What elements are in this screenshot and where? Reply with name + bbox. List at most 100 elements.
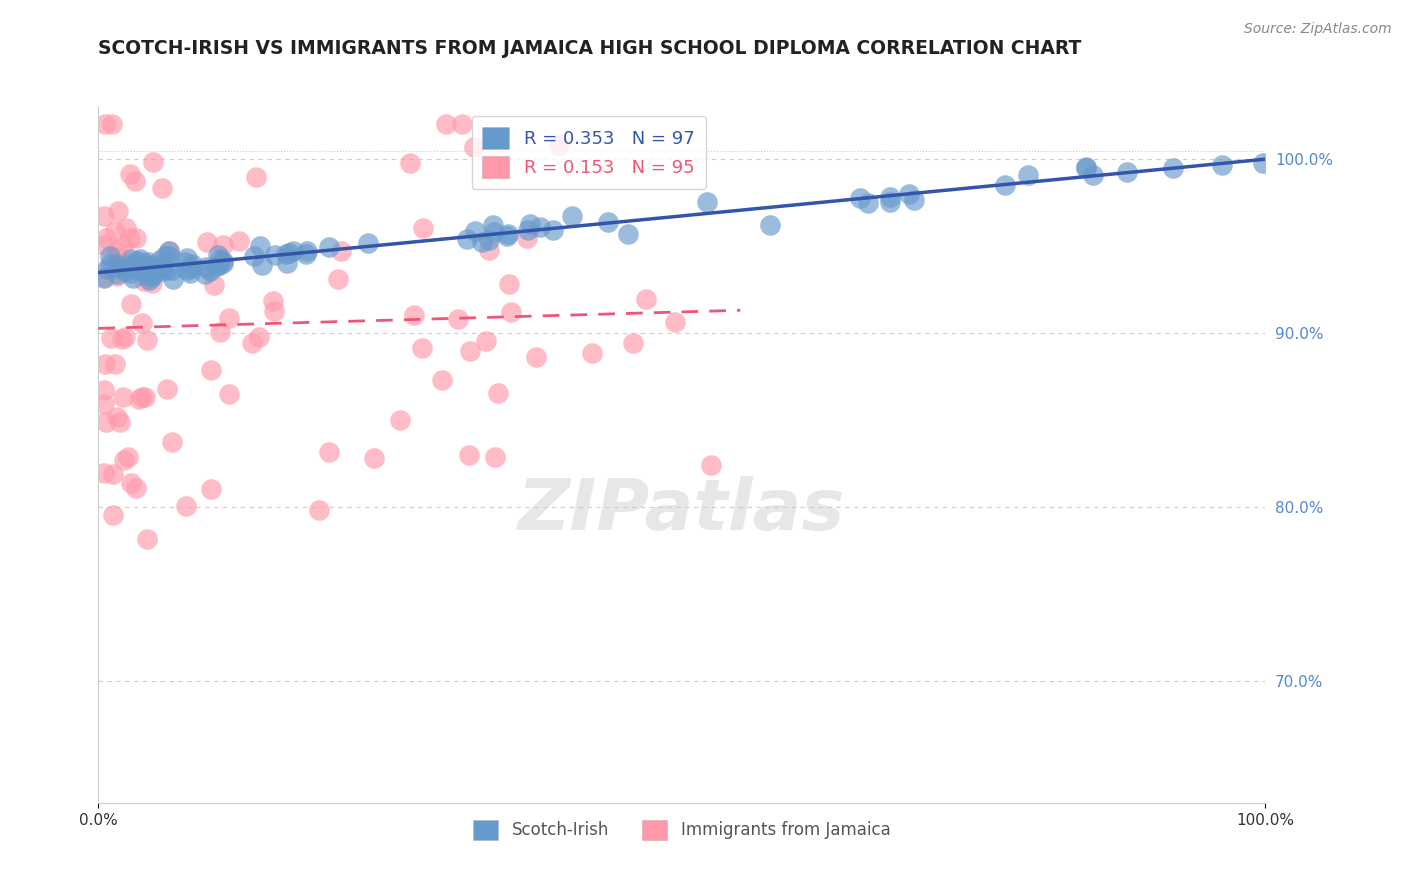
Point [879, 194, 901, 209]
Point [404, 308, 426, 322]
Point [434, 117, 457, 131]
Point [1074, 160, 1097, 174]
Point [135, 268, 157, 282]
Point [105, 250, 128, 264]
Point [498, 277, 520, 291]
Point [120, 297, 142, 311]
Point [93, 383, 115, 397]
Point [328, 271, 350, 285]
Point [195, 235, 218, 249]
Point [93, 269, 115, 284]
Point [463, 139, 485, 153]
Point [127, 254, 149, 268]
Point [105, 410, 128, 425]
Point [160, 434, 183, 449]
Point [198, 264, 221, 278]
Point [94, 357, 117, 371]
Point [486, 386, 509, 401]
Point [458, 448, 481, 462]
Point [200, 483, 222, 497]
Point [208, 325, 231, 339]
Point [156, 263, 179, 277]
Point [118, 167, 141, 181]
Point [202, 278, 225, 293]
Point [264, 248, 287, 262]
Point [276, 256, 298, 270]
Point [247, 329, 270, 343]
Point [478, 233, 501, 247]
Point [478, 244, 501, 258]
Point [297, 244, 319, 259]
Point [112, 391, 135, 405]
Point [131, 390, 153, 404]
Point [1115, 164, 1137, 178]
Point [114, 263, 136, 277]
Point [1251, 156, 1274, 170]
Point [96, 262, 118, 277]
Point [96, 230, 118, 244]
Point [541, 223, 564, 237]
Point [482, 225, 505, 239]
Point [1017, 169, 1039, 183]
Point [100, 257, 122, 271]
Point [598, 215, 620, 229]
Point [124, 173, 146, 187]
Point [318, 445, 340, 459]
Point [124, 261, 146, 276]
Point [897, 186, 920, 201]
Point [281, 244, 304, 258]
Point [903, 193, 925, 207]
Point [181, 257, 204, 271]
Point [430, 373, 453, 387]
Point [475, 334, 498, 348]
Point [157, 249, 180, 263]
Point [117, 450, 139, 464]
Point [700, 458, 723, 473]
Point [108, 416, 131, 430]
Point [105, 269, 128, 284]
Point [93, 238, 115, 252]
Point [120, 252, 142, 267]
Point [153, 249, 176, 263]
Point [141, 276, 163, 290]
Point [139, 258, 162, 272]
Point [399, 156, 422, 170]
Point [121, 258, 143, 272]
Point [134, 391, 156, 405]
Point [114, 221, 136, 235]
Point [561, 210, 583, 224]
Point [138, 254, 160, 268]
Point [139, 261, 162, 276]
Point [1161, 161, 1184, 175]
Point [180, 260, 202, 275]
Point [179, 266, 201, 280]
Point [696, 195, 718, 210]
Point [173, 255, 195, 269]
Point [105, 267, 128, 281]
Point [218, 311, 240, 326]
Point [243, 249, 266, 263]
Point [125, 231, 148, 245]
Point [134, 258, 156, 272]
Point [141, 270, 163, 285]
Point [471, 235, 494, 249]
Point [262, 293, 284, 308]
Point [294, 247, 316, 261]
Point [94, 117, 117, 131]
Point [329, 244, 352, 258]
Point [107, 244, 129, 259]
Point [495, 229, 517, 244]
Point [93, 467, 115, 481]
Point [149, 253, 172, 268]
Point [516, 222, 538, 236]
Point [499, 304, 522, 318]
Point [529, 220, 551, 235]
Point [524, 350, 547, 364]
Point [617, 227, 640, 241]
Point [111, 261, 134, 276]
Point [1211, 159, 1233, 173]
Point [157, 244, 180, 259]
Legend: Scotch-Irish, Immigrants from Jamaica: Scotch-Irish, Immigrants from Jamaica [464, 810, 900, 850]
Point [156, 382, 179, 396]
Point [848, 191, 870, 205]
